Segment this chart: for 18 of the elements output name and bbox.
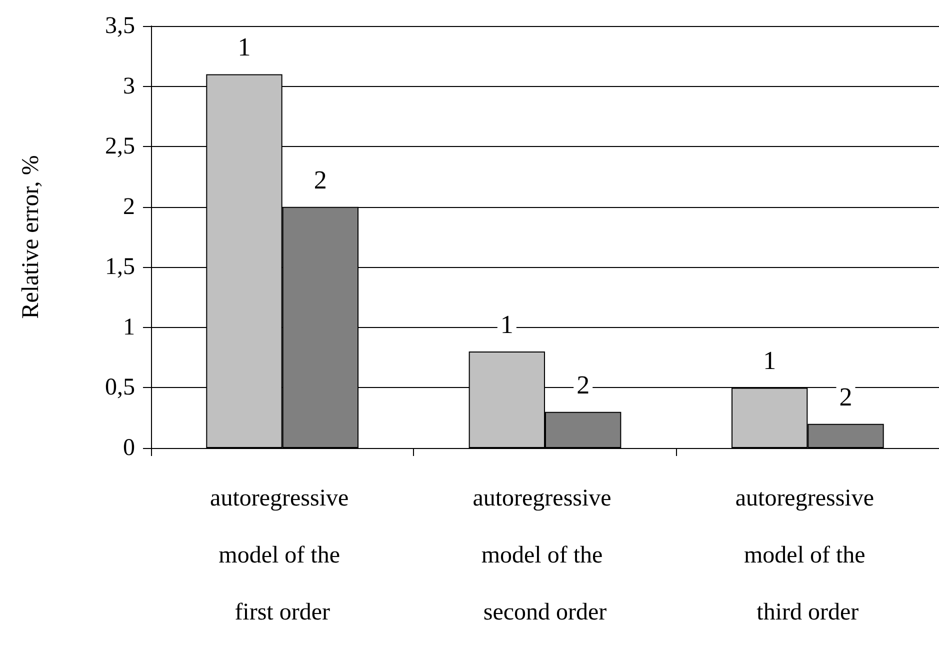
y-axis-title: Relative error, % bbox=[18, 155, 44, 319]
y-tick-label: 2,5 bbox=[105, 134, 135, 160]
text: 1 bbox=[238, 32, 251, 62]
text: 2 bbox=[576, 370, 590, 400]
y-tick-label: 0 bbox=[123, 435, 135, 461]
text: 1 bbox=[763, 346, 776, 376]
category-label: autoregressive model of the first order bbox=[210, 486, 349, 626]
y-tick-label: 0,5 bbox=[105, 374, 135, 401]
y-tick-label: 3 bbox=[123, 73, 135, 100]
category-label: autoregressive model of the second order bbox=[472, 486, 612, 626]
y-tick-label: 1 bbox=[123, 314, 135, 340]
y-tick-label: 2 bbox=[123, 194, 135, 220]
y-tick-label: 1,5 bbox=[105, 254, 135, 280]
y-tick-label: 3,5 bbox=[105, 13, 135, 39]
category-label: autoregressive model of the third order bbox=[735, 486, 874, 626]
text: 2 bbox=[839, 382, 852, 412]
series-label: 2 bbox=[314, 165, 327, 194]
series-label: 1 bbox=[500, 310, 514, 340]
